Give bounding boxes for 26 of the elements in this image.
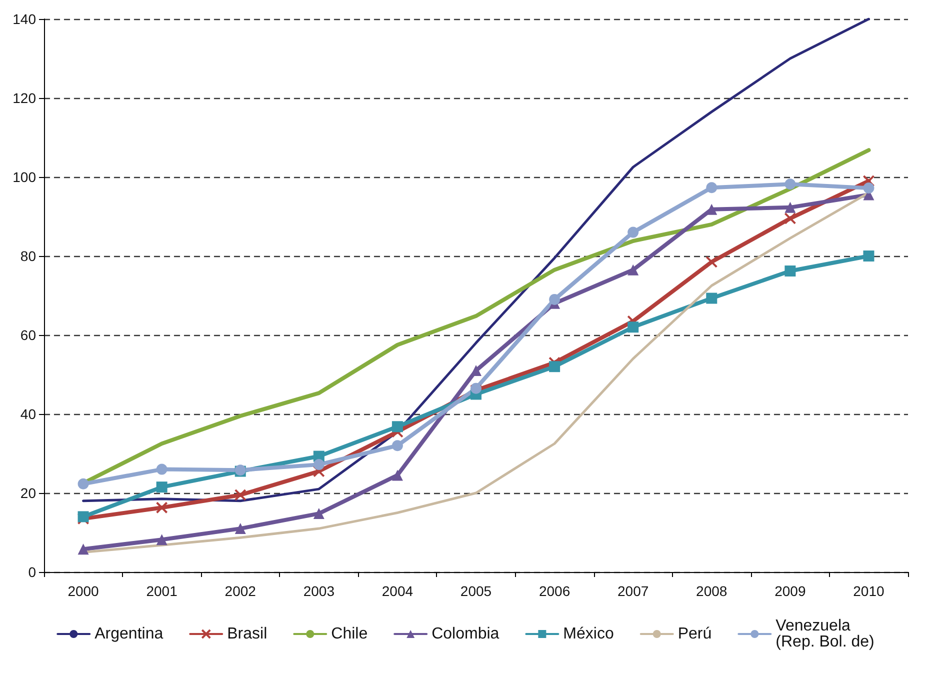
legend-label: Colombia: [432, 626, 500, 642]
x-tick-label: 2000: [68, 583, 100, 599]
legend-label: México: [563, 626, 614, 642]
x-tick-label: 2009: [774, 583, 806, 599]
legend-label: Chile: [331, 626, 368, 642]
x-tick-label: 2003: [303, 583, 335, 599]
y-tick-label: 100: [12, 169, 36, 185]
x-tick-label: 2005: [460, 583, 492, 599]
x-tick-label: 2008: [696, 583, 728, 599]
y-tick-label: 0: [28, 564, 36, 580]
x-tick-label: 2002: [224, 583, 256, 599]
legend-label: Venezuela (Rep. Bol. de): [776, 618, 874, 650]
legend-label: Argentina: [94, 626, 164, 642]
y-tick-label: 120: [12, 90, 36, 106]
legend-label: Perú: [678, 626, 712, 642]
y-tick-label: 140: [12, 11, 36, 27]
x-tick-label: 2007: [618, 583, 649, 599]
x-tick-label: 2006: [538, 583, 570, 599]
y-tick-label: 20: [20, 485, 36, 501]
legend-label: Brasil: [227, 626, 268, 642]
y-tick-label: 80: [20, 248, 36, 264]
y-tick-label: 40: [20, 406, 36, 422]
x-tick-label: 2010: [853, 583, 885, 599]
x-tick-label: 2001: [146, 583, 178, 599]
y-tick-label: 60: [20, 327, 36, 343]
x-tick-label: 2004: [382, 583, 414, 599]
